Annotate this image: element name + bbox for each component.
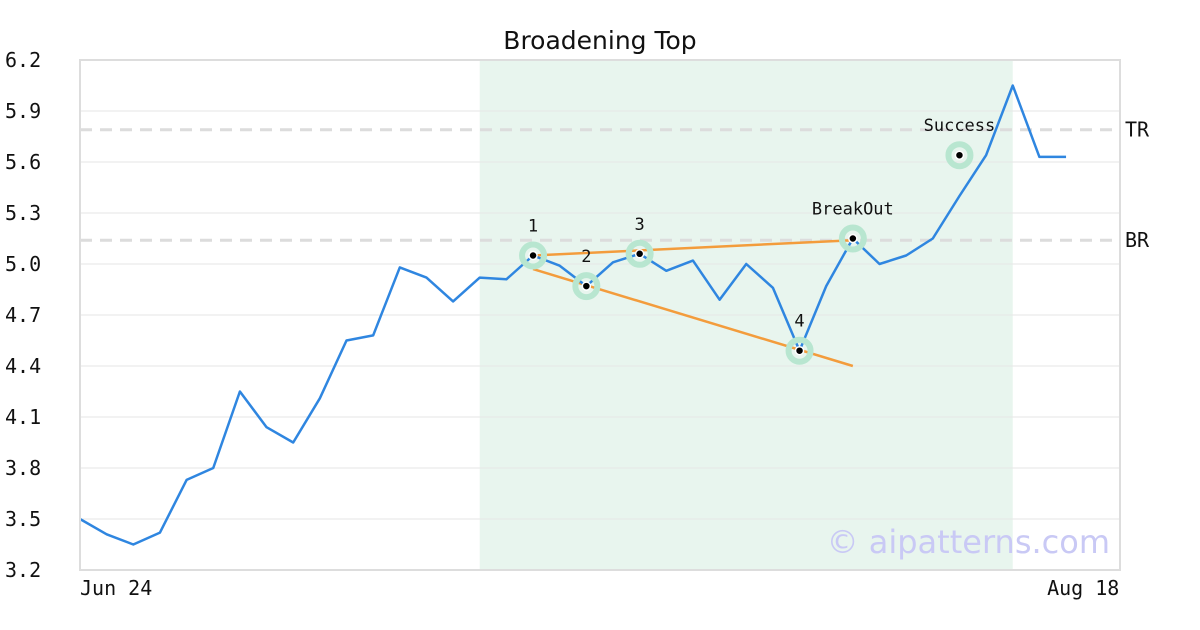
annotation-label: 1 [528,217,538,237]
annotation-label: 3 [635,215,645,235]
y-tick-label: 5.6 [5,150,41,174]
price-line [79,84,1067,546]
marker-dot [848,233,858,244]
marker-dot [954,150,965,160]
y-tick-label: 3.8 [5,456,41,480]
watermark: © aipatterns.com [827,523,1110,561]
marker-ring [519,241,548,270]
x-axis: Jun 24 Aug 18 [80,576,1119,600]
trendline [532,238,853,257]
series [79,84,1067,546]
marker-ring [945,141,974,170]
marker-dot [528,250,538,261]
marker-ring [838,224,867,253]
y-tick-label: 4.1 [5,405,41,429]
x-tick-label: Aug 18 [1047,576,1119,600]
marker-ring [625,239,654,268]
y-tick-label: 6.2 [5,48,41,72]
plot-frame [79,59,1121,571]
annotation-label: Success [924,116,996,136]
x-tick-label: Jun 24 [80,576,152,600]
y-tick-label: 4.4 [5,354,41,378]
y-tick-label: 5.3 [5,201,41,225]
y-tick-label: 5.9 [5,99,41,123]
marker-ring [572,272,601,301]
marker-dot [794,345,805,356]
marker-dot [634,249,645,259]
y-tick-label: 4.7 [5,303,41,327]
annotation-label: 2 [581,247,591,267]
level-lines: TR BR [80,118,1150,252]
level-label-tr: TR [1125,118,1150,142]
chart-title: Broadening Top [503,26,696,55]
y-tick-label: 3.2 [5,558,41,582]
y-tick-label: 3.5 [5,507,41,531]
level-label-br: BR [1125,228,1150,252]
annotation-label: BreakOut [812,200,894,220]
y-tick-label: 5.0 [5,252,41,276]
marker-dot [581,281,592,291]
y-axis: 6.2 5.9 5.6 5.3 5.0 4.7 4.4 4.1 3.8 3.5 3.2 [5,48,41,582]
annotation-label: 4 [794,312,804,332]
marker-ring [785,336,814,365]
annotation-markers: 1 2 3 4 BreakOut Success [519,116,996,365]
